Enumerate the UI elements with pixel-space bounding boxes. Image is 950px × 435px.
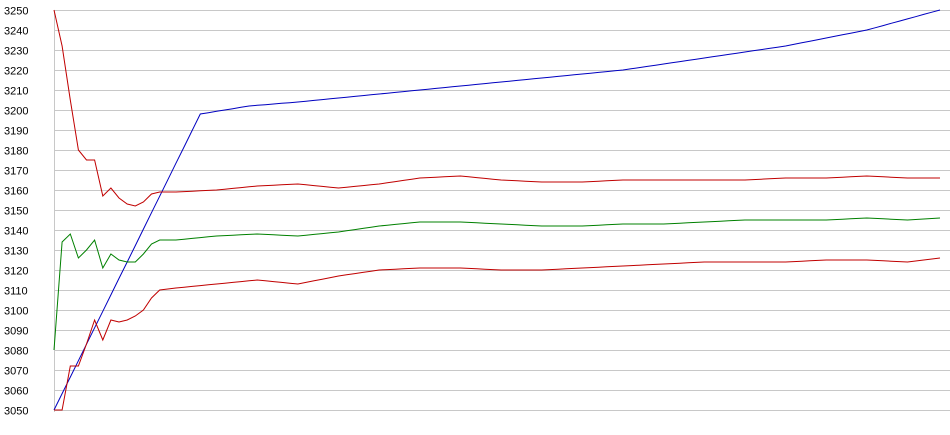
series-lines <box>53 9 941 411</box>
y-tick-label: 3220 <box>4 66 28 78</box>
y-tick-label: 3240 <box>4 26 28 38</box>
y-tick-label: 3190 <box>4 126 28 138</box>
series-line-4 <box>54 257 941 411</box>
y-tick-label: 3160 <box>4 186 28 198</box>
y-tick-label: 3140 <box>4 226 28 238</box>
y-tick-label: 3210 <box>4 86 28 98</box>
grid <box>54 10 950 411</box>
y-tick-label: 3150 <box>4 206 28 218</box>
y-tick-label: 3130 <box>4 246 28 258</box>
y-tick-label: 3180 <box>4 146 28 158</box>
y-tick-label: 3250 <box>4 6 28 18</box>
y-tick-label: 3170 <box>4 166 28 178</box>
y-tick-label: 3110 <box>4 286 28 298</box>
y-tick-label: 3090 <box>4 326 28 338</box>
y-tick-label: 3100 <box>4 306 28 318</box>
series-line-3 <box>53 217 941 351</box>
y-tick-label: 3080 <box>4 346 28 358</box>
y-tick-label: 3050 <box>4 406 28 418</box>
y-tick-labels: 3050 3060 3070 3080 3090 3100 3110 3120 3130 3140… <box>4 6 28 418</box>
y-tick-label: 3060 <box>4 386 28 398</box>
y-tick-label: 3230 <box>4 46 28 58</box>
series-line-2 <box>53 9 940 207</box>
series-line-1 <box>53 9 941 411</box>
y-tick-label: 3120 <box>4 266 28 278</box>
y-tick-label: 3200 <box>4 106 28 118</box>
y-tick-label: 3070 <box>4 366 28 378</box>
